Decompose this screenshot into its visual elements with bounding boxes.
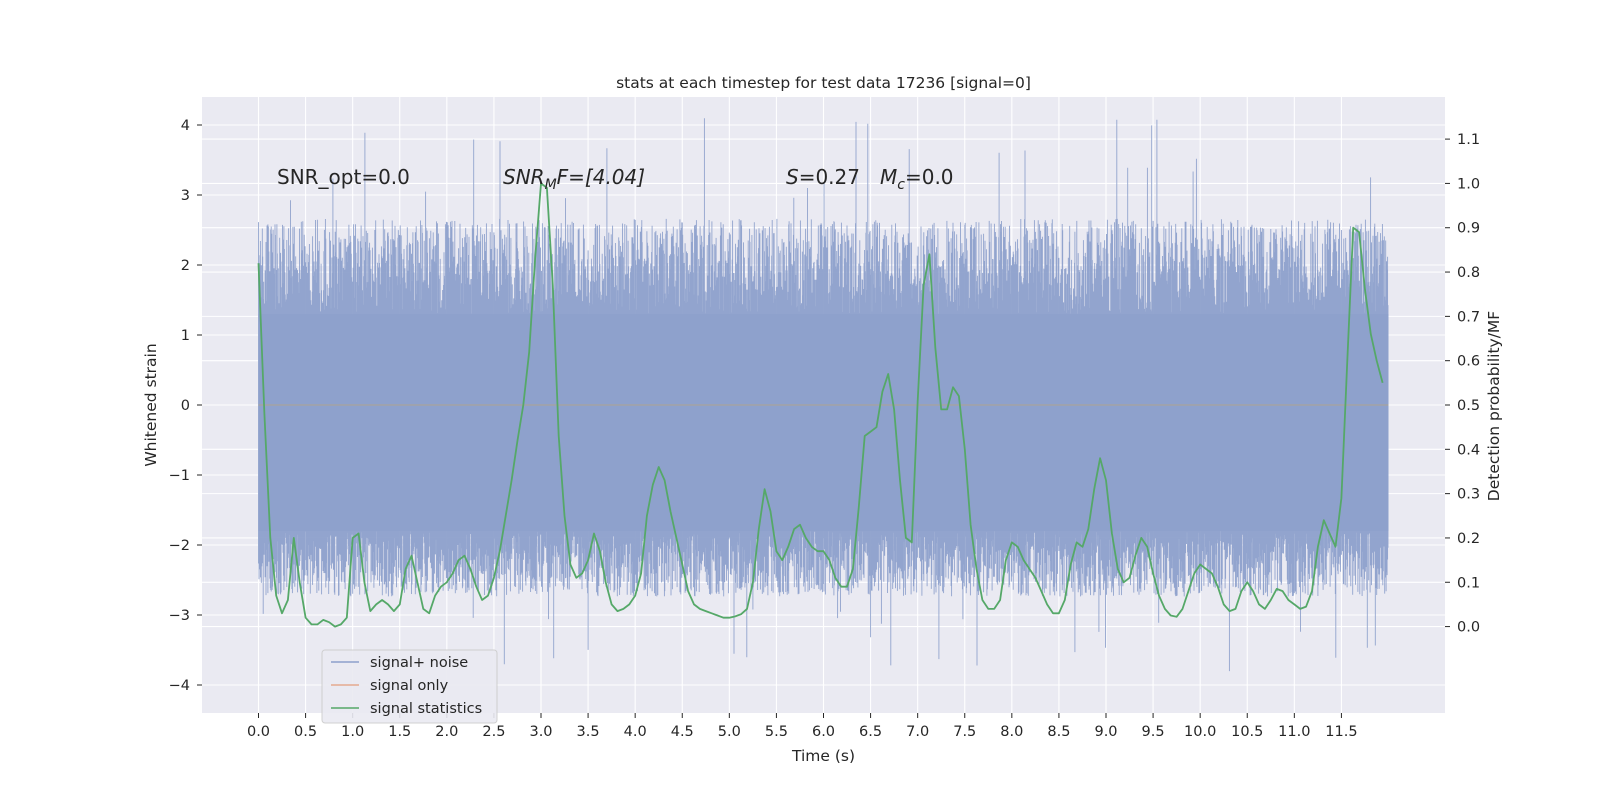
signal-statistics-series	[257, 182, 1384, 628]
x-tick-label: 8.5	[1047, 724, 1070, 740]
legend: signal+ noise signal only signal statist…	[321, 649, 498, 724]
y-right-tick-label: 0.9	[1457, 221, 1480, 237]
x-tick-label: 6.0	[812, 724, 835, 740]
x-tick-label: 2.0	[435, 724, 458, 740]
y-left-tick-label: −1	[169, 468, 190, 484]
y-right-tick-label: 0.1	[1457, 575, 1480, 591]
annotation-mc-base: M	[880, 165, 897, 189]
x-tick-label: 8.0	[1000, 724, 1023, 740]
y-axis-right-ticks: 0.0 0.1 0.2 0.3 0.4 0.5 0.6 0.7 0.8 0.9 1.0 1.1	[1445, 132, 1480, 636]
x-tick-label: 10.0	[1184, 724, 1216, 740]
y-axis-left-label: Whitened strain	[142, 343, 160, 466]
x-tick-label: 5.5	[765, 724, 788, 740]
x-tick-label: 6.5	[859, 724, 882, 740]
y-left-tick-label: 2	[181, 258, 190, 274]
y-left-tick-label: 3	[181, 188, 190, 204]
y-left-tick-label: −4	[169, 678, 190, 694]
annotation-snr-opt: SNR_opt=0.0	[277, 165, 410, 189]
x-axis-ticks: 0.0 0.5 1.0 1.5 2.0 2.5 3.0 3.5 4.0 4.5 5.0 5.5 6.0 6…	[247, 713, 1358, 740]
annotation-mc-rest: =0.0	[905, 165, 954, 189]
legend-box	[321, 649, 498, 724]
x-tick-label: 11.0	[1278, 724, 1310, 740]
x-tick-label: 7.0	[906, 724, 929, 740]
annotation-snr-mf-sub: M	[545, 177, 557, 193]
annotation-s-rest: =0.27	[799, 165, 860, 189]
annotation-snr-mf: SNRMF=[4.04]	[503, 165, 645, 193]
x-tick-label: 3.5	[577, 724, 600, 740]
y-right-tick-label: 0.0	[1457, 620, 1480, 636]
annotation-s: S=0.27	[786, 165, 860, 189]
x-tick-label: 4.5	[671, 724, 694, 740]
legend-label-signal-statistics: signal statistics	[370, 701, 482, 717]
y-right-tick-label: 0.4	[1457, 442, 1480, 458]
noise-spikes	[258, 118, 1389, 672]
x-tick-label: 10.5	[1231, 724, 1263, 740]
annotation-snr-mf-rest: F=[4.04]	[557, 165, 645, 189]
x-tick-label: 11.5	[1325, 724, 1357, 740]
y-right-tick-label: 0.3	[1457, 487, 1480, 503]
x-tick-label: 7.5	[953, 724, 976, 740]
y-left-tick-label: −2	[169, 538, 190, 554]
x-axis-label: Time (s)	[791, 747, 855, 765]
signal-statistics-line	[257, 182, 1384, 628]
y-right-tick-label: 0.8	[1457, 265, 1480, 281]
x-tick-label: 9.5	[1142, 724, 1165, 740]
legend-label-signal-noise: signal+ noise	[370, 655, 468, 671]
y-axis-left-ticks: −4 −3 −2 −1 0 1 2 3 4	[169, 118, 202, 694]
y-right-tick-label: 0.6	[1457, 354, 1480, 370]
x-tick-label: 0.0	[247, 724, 270, 740]
x-tick-label: 9.0	[1094, 724, 1117, 740]
signal-noise-series	[258, 118, 1389, 672]
annotation-mc-sub: c	[897, 177, 905, 193]
y-right-tick-label: 1.0	[1457, 176, 1480, 192]
legend-label-signal-only: signal only	[370, 678, 449, 694]
y-right-tick-label: 0.5	[1457, 398, 1480, 414]
annotation-snr-mf-base: SNR	[503, 165, 545, 189]
x-tick-label: 1.5	[388, 724, 411, 740]
annotation-s-italic: S	[786, 165, 799, 189]
y-left-tick-label: −3	[169, 608, 190, 624]
y-left-tick-label: 0	[181, 398, 190, 414]
y-left-tick-label: 1	[181, 328, 190, 344]
chart-title: stats at each timestep for test data 172…	[616, 74, 1031, 92]
x-tick-label: 1.0	[341, 724, 364, 740]
y-right-tick-label: 0.2	[1457, 531, 1480, 547]
x-tick-label: 4.0	[624, 724, 647, 740]
y-right-tick-label: 1.1	[1457, 132, 1480, 148]
y-left-tick-label: 4	[181, 118, 190, 134]
y-right-tick-label: 0.7	[1457, 309, 1480, 325]
annotation-mc: Mc=0.0	[880, 165, 954, 193]
x-tick-label: 5.0	[718, 724, 741, 740]
y-axis-right-label: Detection probability/MF	[1485, 311, 1503, 502]
x-tick-label: 2.5	[482, 724, 505, 740]
x-tick-label: 3.0	[529, 724, 552, 740]
x-tick-label: 0.5	[294, 724, 317, 740]
